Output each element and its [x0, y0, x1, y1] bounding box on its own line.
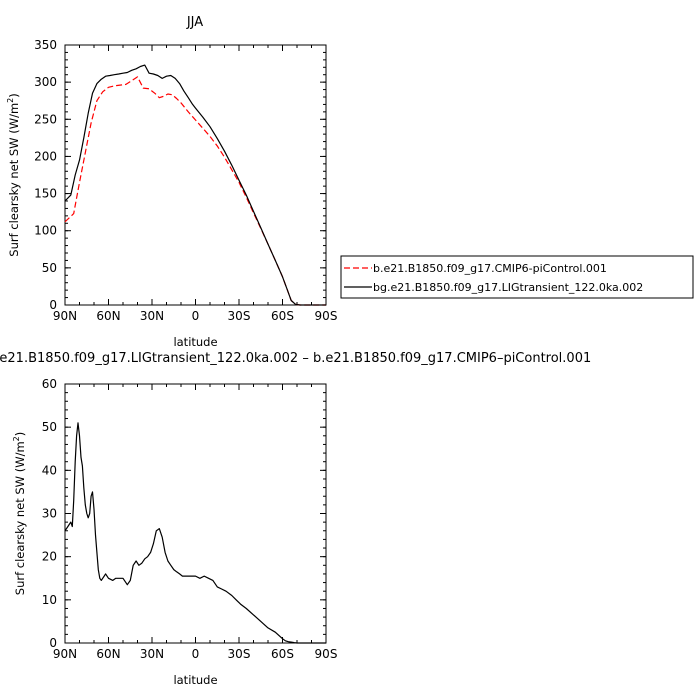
- x-tick-label: 60N: [96, 647, 120, 661]
- x-tick-label: 90N: [53, 309, 77, 323]
- x-tick-label: 30N: [140, 647, 164, 661]
- plot-frame: [64, 44, 327, 306]
- y-tick-label: 300: [34, 75, 57, 89]
- x-tick-label: 0: [192, 309, 200, 323]
- chart-panel-2: bg.e21.B1850.f09_g17.LIGtransient_122.0k…: [0, 351, 591, 687]
- x-tick-label: 60N: [96, 309, 120, 323]
- y-tick-label: 100: [34, 224, 57, 238]
- y-tick-label: 350: [34, 38, 57, 52]
- y-tick-label: 30: [42, 507, 57, 521]
- chart-title: JJA: [186, 15, 203, 30]
- x-tick-label: 0: [192, 647, 200, 661]
- y-tick-label: 20: [42, 550, 57, 564]
- y-tick-label: 50: [42, 261, 57, 275]
- x-axis-label: latitude: [173, 335, 217, 349]
- chart-panel-1: JJA 90N 60N 30N 0 30S 60S 90S 0 50 100 150 200 250 300…: [6, 15, 694, 349]
- y-tick-label: 60: [42, 377, 57, 391]
- x-tick-label: 60S: [271, 647, 294, 661]
- x-tick-label: 90S: [315, 647, 338, 661]
- y-axis-label: Surf clearsky net SW (W/m2): [12, 432, 27, 595]
- y-tick-label: 0: [49, 298, 57, 312]
- y-tick-label: 40: [42, 463, 57, 477]
- legend-box: [340, 255, 694, 299]
- chart-title: bg.e21.B1850.f09_g17.LIGtransient_122.0k…: [0, 351, 591, 366]
- y-tick-label: 150: [34, 187, 57, 201]
- y-tick-label: 50: [42, 420, 57, 434]
- series-line-1: [64, 76, 326, 306]
- x-tick-label: 30S: [228, 309, 251, 323]
- legend: b.e21.B1850.f09_g17.CMIP6-piControl.001b…: [340, 255, 694, 299]
- x-tick-label: 90N: [53, 647, 77, 661]
- y-tick-label: 250: [34, 112, 57, 126]
- y-tick-label: 0: [49, 636, 57, 650]
- series-line-2: [64, 64, 326, 306]
- x-tick-label: 90S: [315, 309, 338, 323]
- y-tick-label: 10: [42, 593, 57, 607]
- y-tick-label: 200: [34, 149, 57, 163]
- legend-entry-1: b.e21.B1850.f09_g17.CMIP6-piControl.001: [373, 262, 607, 275]
- x-tick-label: 30S: [228, 647, 251, 661]
- x-axis-label: latitude: [173, 673, 217, 687]
- series-line-1: [64, 422, 326, 644]
- x-tick-label: 60S: [271, 309, 294, 323]
- x-tick-label: 30N: [140, 309, 164, 323]
- y-axis-label: Surf clearsky net SW (W/m2): [6, 93, 21, 256]
- plot-frame: [64, 383, 327, 644]
- legend-entry-2: bg.e21.B1850.f09_g17.LIGtransient_122.0k…: [373, 281, 643, 294]
